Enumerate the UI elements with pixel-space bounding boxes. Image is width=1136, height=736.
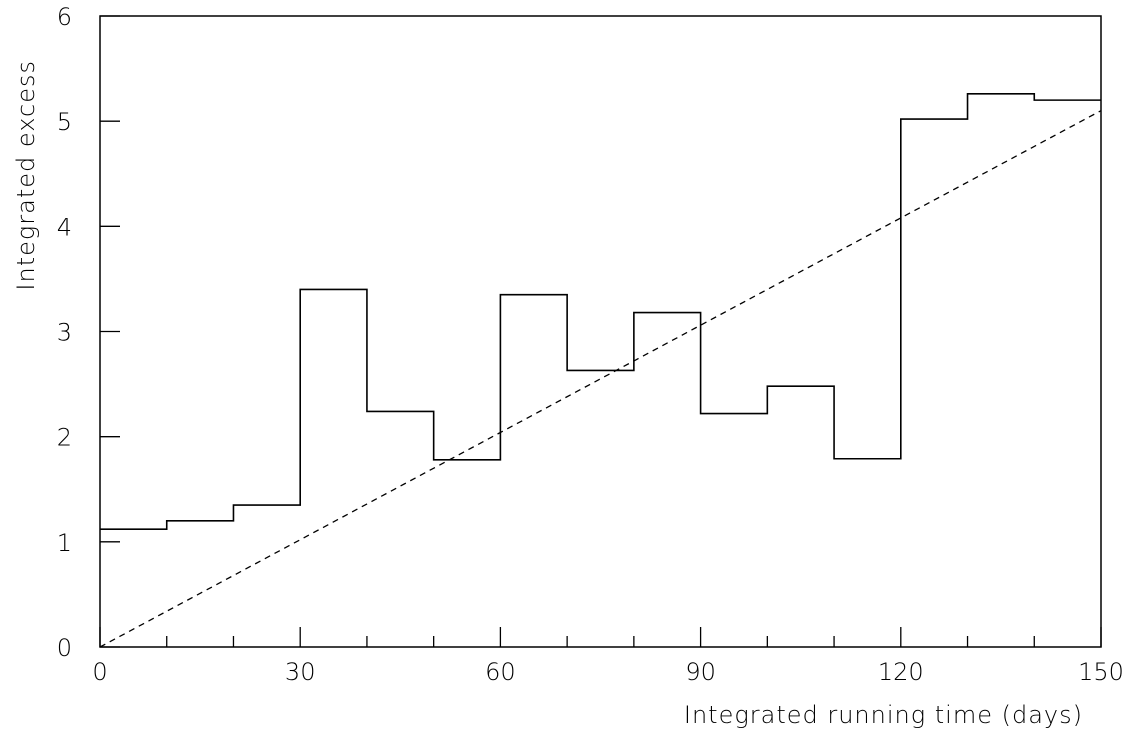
y-tick-label: 2 bbox=[57, 424, 72, 452]
axes: 0 30 60 90 120 150 0 1 2 3 4 5 6 bbox=[57, 3, 1124, 686]
x-tick-label: 150 bbox=[1078, 658, 1124, 686]
x-tick-label: 60 bbox=[485, 658, 516, 686]
x-tick-label: 0 bbox=[92, 658, 107, 686]
x-axis-title: Integrated running time (days) bbox=[684, 701, 1083, 729]
y-axis-title: Integrated excess bbox=[12, 60, 40, 291]
y-tick-label: 0 bbox=[57, 634, 72, 662]
y-tick-label: 5 bbox=[57, 108, 72, 136]
x-tick-label: 120 bbox=[878, 658, 924, 686]
dashed-trend-line bbox=[99, 110, 1102, 648]
histogram-series bbox=[100, 93, 1101, 531]
x-tick-label: 30 bbox=[285, 658, 316, 686]
plot-area bbox=[99, 93, 1102, 648]
y-tick-label: 6 bbox=[57, 3, 72, 31]
plot-frame bbox=[99, 15, 1102, 648]
x-tick-label: 90 bbox=[685, 658, 716, 686]
y-tick-label: 4 bbox=[57, 213, 72, 241]
y-tick-label: 1 bbox=[57, 529, 72, 557]
y-tick-label: 3 bbox=[57, 319, 72, 347]
